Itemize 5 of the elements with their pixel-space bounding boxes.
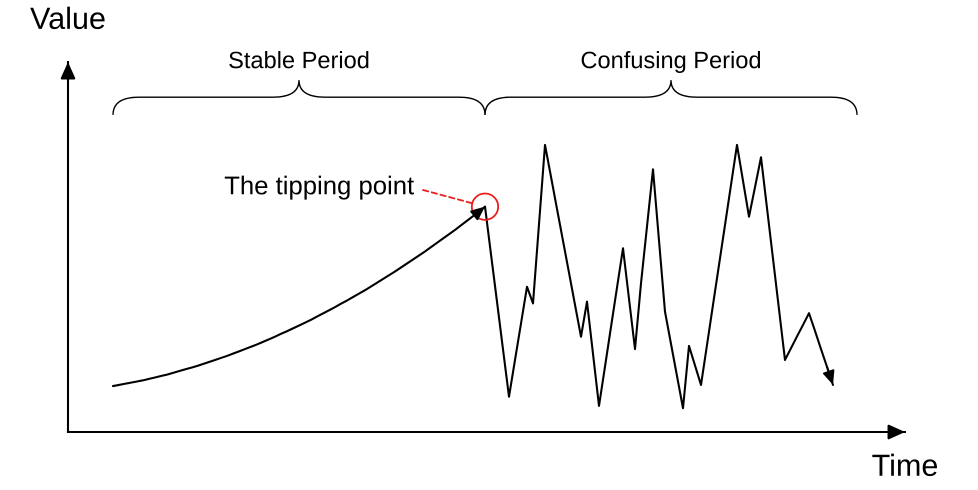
text: Confusing Period [582,50,760,74]
annotation: The tipping point [224,176,414,200]
x-axis-title: Time [872,454,938,476]
text: Stable Period [229,50,368,68]
y-axis-title: Value [30,6,105,30]
